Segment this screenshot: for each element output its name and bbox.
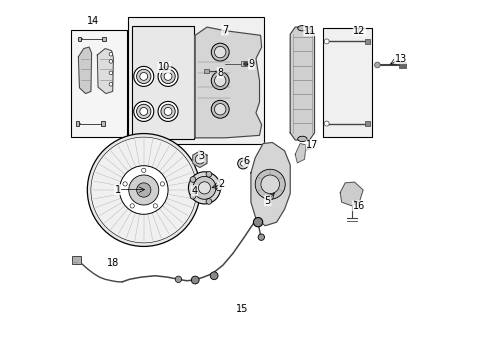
Bar xyxy=(76,121,80,126)
Text: 17: 17 xyxy=(305,140,318,150)
Bar xyxy=(101,121,104,126)
Text: 18: 18 xyxy=(107,258,119,268)
Ellipse shape xyxy=(214,75,225,86)
Circle shape xyxy=(240,161,245,166)
Circle shape xyxy=(109,82,112,86)
Polygon shape xyxy=(250,143,290,226)
Circle shape xyxy=(237,158,248,169)
Ellipse shape xyxy=(198,182,210,194)
Circle shape xyxy=(142,168,145,172)
Polygon shape xyxy=(97,49,113,94)
Circle shape xyxy=(216,185,221,191)
Circle shape xyxy=(324,121,328,126)
Ellipse shape xyxy=(214,46,225,58)
Circle shape xyxy=(190,177,195,182)
Circle shape xyxy=(205,171,211,177)
Ellipse shape xyxy=(193,176,216,199)
Circle shape xyxy=(261,175,279,194)
Circle shape xyxy=(87,134,200,247)
Ellipse shape xyxy=(161,104,175,118)
Text: 8: 8 xyxy=(217,68,223,78)
Bar xyxy=(365,121,369,126)
Text: 16: 16 xyxy=(352,201,364,211)
Text: 10: 10 xyxy=(158,63,170,72)
Text: 12: 12 xyxy=(353,26,365,36)
Bar xyxy=(132,26,194,139)
Text: 3: 3 xyxy=(198,152,204,161)
Text: 7: 7 xyxy=(221,25,227,35)
Ellipse shape xyxy=(134,66,153,86)
Ellipse shape xyxy=(211,72,229,90)
Bar xyxy=(323,28,372,137)
Text: 13: 13 xyxy=(394,54,406,64)
Circle shape xyxy=(374,62,380,68)
Text: 6: 6 xyxy=(243,157,249,166)
Circle shape xyxy=(109,71,112,75)
Bar xyxy=(241,62,247,66)
Circle shape xyxy=(258,234,264,240)
Circle shape xyxy=(153,204,157,208)
Circle shape xyxy=(324,39,328,44)
Ellipse shape xyxy=(161,69,175,84)
Circle shape xyxy=(210,272,218,280)
Circle shape xyxy=(255,169,285,199)
Circle shape xyxy=(175,276,181,283)
Ellipse shape xyxy=(158,66,178,86)
Circle shape xyxy=(253,217,262,227)
Polygon shape xyxy=(192,151,206,167)
Bar xyxy=(128,18,264,144)
Ellipse shape xyxy=(140,108,147,115)
Ellipse shape xyxy=(297,136,306,141)
Circle shape xyxy=(205,199,211,204)
Circle shape xyxy=(190,193,195,199)
Bar xyxy=(102,37,106,41)
Circle shape xyxy=(119,166,168,214)
Text: 2: 2 xyxy=(218,179,224,189)
Polygon shape xyxy=(340,182,363,206)
Circle shape xyxy=(244,62,247,66)
Circle shape xyxy=(91,137,196,243)
Ellipse shape xyxy=(164,108,172,115)
Ellipse shape xyxy=(211,100,229,118)
Circle shape xyxy=(109,60,112,63)
Circle shape xyxy=(195,155,204,164)
Ellipse shape xyxy=(140,72,147,80)
Polygon shape xyxy=(78,47,91,94)
Ellipse shape xyxy=(136,104,151,118)
Text: 14: 14 xyxy=(86,16,99,26)
Ellipse shape xyxy=(136,69,151,84)
Circle shape xyxy=(130,204,134,208)
Polygon shape xyxy=(195,27,261,138)
Bar xyxy=(78,37,81,41)
Polygon shape xyxy=(295,144,305,163)
Circle shape xyxy=(160,182,164,186)
Ellipse shape xyxy=(297,26,306,31)
Text: 5: 5 xyxy=(264,196,270,206)
Bar xyxy=(365,39,369,44)
Circle shape xyxy=(128,175,159,205)
Ellipse shape xyxy=(211,43,229,61)
Ellipse shape xyxy=(214,104,225,115)
Bar xyxy=(72,256,81,264)
Circle shape xyxy=(136,183,151,197)
Text: 15: 15 xyxy=(235,303,247,314)
Text: 1: 1 xyxy=(114,185,121,195)
Bar xyxy=(398,62,405,68)
Ellipse shape xyxy=(134,102,153,121)
Circle shape xyxy=(109,53,112,56)
Bar xyxy=(204,68,208,73)
Text: 4: 4 xyxy=(191,186,197,196)
Text: 11: 11 xyxy=(303,26,315,36)
Polygon shape xyxy=(290,27,314,140)
Circle shape xyxy=(122,182,127,186)
Ellipse shape xyxy=(158,102,178,121)
Ellipse shape xyxy=(188,172,220,204)
Bar xyxy=(71,30,126,137)
Text: 9: 9 xyxy=(248,59,254,69)
Ellipse shape xyxy=(164,72,172,80)
Circle shape xyxy=(191,276,199,284)
